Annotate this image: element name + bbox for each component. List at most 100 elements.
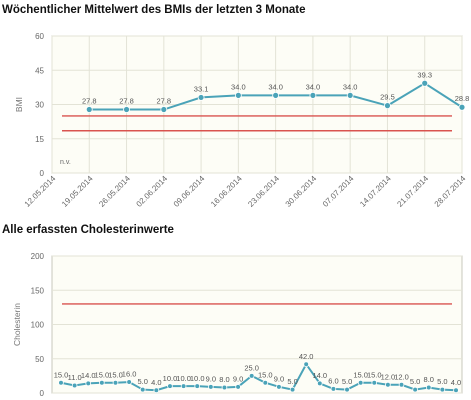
x-tick-label: 21.07.2014 (395, 174, 430, 209)
data-point (412, 386, 418, 393)
data-point (248, 373, 255, 379)
data-label: 34.0 (343, 82, 358, 91)
data-label: 27.8 (119, 97, 134, 106)
data-label: 27.8 (82, 97, 97, 106)
data-point (58, 379, 64, 386)
x-tick-label: 16.06.2014 (209, 174, 244, 209)
x-tick-label: 19.05.2014 (60, 174, 95, 209)
data-point (262, 379, 269, 386)
data-label: 8.0 (424, 375, 434, 384)
data-label: 25.0 (244, 363, 259, 372)
data-point (153, 387, 160, 394)
y-tick-label: 50 (35, 355, 44, 364)
data-point (194, 383, 201, 389)
data-point (85, 106, 93, 113)
x-tick-label: 23.06.2014 (246, 174, 281, 209)
data-label: 15.0 (367, 370, 382, 379)
data-label: 16.0 (122, 370, 137, 379)
data-point (85, 380, 92, 387)
data-label: 15.0 (108, 370, 123, 379)
y-tick-label: 45 (35, 66, 44, 75)
data-label: 34.0 (268, 82, 283, 91)
y-tick-label: 30 (35, 101, 44, 110)
data-point (99, 379, 105, 386)
bmi-chart: 0 15 30 45 60 BMI 27.8 27.8 27.8 33.1 34.0 34.0 34.0… (14, 32, 469, 209)
y-axis-label: BMI (14, 97, 24, 112)
data-point (221, 384, 228, 391)
data-point (167, 383, 173, 389)
data-label: 5.0 (437, 377, 447, 386)
data-label: 34.0 (306, 82, 321, 91)
data-label: 39.3 (417, 70, 432, 79)
data-label: 5.0 (410, 377, 420, 386)
data-label: 15.0 (95, 370, 110, 379)
data-label: 14.0 (312, 371, 327, 380)
data-label: 8.0 (219, 375, 229, 384)
data-point (234, 91, 242, 99)
x-tick-label: 30.06.2014 (284, 174, 319, 209)
y-axis-label: Cholesterin (12, 303, 22, 346)
data-point (289, 386, 296, 393)
y-tick-label: 0 (40, 389, 45, 398)
data-label: 10.0 (163, 374, 178, 383)
y-tick-label: 15 (35, 135, 44, 144)
y-tick-label: 0 (40, 169, 45, 178)
data-label: 9.0 (274, 374, 284, 383)
data-point (112, 379, 119, 386)
data-point (439, 386, 446, 393)
data-point (276, 384, 282, 390)
data-point (398, 381, 405, 388)
data-label: 34.0 (231, 82, 246, 91)
data-label: 27.8 (157, 97, 172, 106)
data-point (458, 103, 466, 111)
data-label: 11.0 (68, 373, 82, 382)
y-tick-label: 200 (31, 252, 45, 261)
data-point (208, 384, 214, 390)
data-label: 15.0 (258, 370, 273, 379)
data-label: 5.0 (287, 377, 297, 386)
data-label: 4.0 (451, 378, 461, 387)
data-label: 33.1 (194, 84, 209, 93)
data-label: 9.0 (206, 374, 216, 383)
data-point (303, 361, 309, 368)
data-point (421, 79, 429, 87)
data-label: 15.0 (54, 370, 69, 379)
data-point (330, 386, 337, 392)
data-label: 9.0 (233, 374, 243, 383)
data-point (346, 91, 354, 99)
x-tick-label: 09.06.2014 (172, 174, 207, 209)
data-label: 10.0 (190, 374, 205, 383)
x-tick-label: 26.05.2014 (97, 174, 132, 209)
data-label: 10.0 (176, 374, 191, 383)
y-tick-label: 150 (31, 286, 45, 295)
data-label: 12.0 (381, 372, 396, 381)
data-point (357, 379, 364, 386)
data-point (272, 91, 280, 99)
data-point (453, 387, 459, 394)
x-tick-label: 12.05.2014 (23, 174, 58, 209)
data-point (384, 102, 391, 110)
data-label: 5.0 (342, 377, 352, 386)
bmi-chart-title: Wöchentlicher Mittelwert des BMIs der le… (2, 4, 306, 16)
data-label: 12.0 (394, 372, 409, 381)
data-point (371, 379, 378, 386)
data-point (385, 381, 391, 388)
annotation-note: n.v. (60, 159, 71, 166)
data-point (123, 106, 130, 113)
data-point (160, 106, 168, 113)
x-tick-label: 28.07.2014 (433, 174, 468, 209)
data-label: 5.0 (138, 377, 148, 386)
y-tick-label: 100 (31, 321, 45, 330)
data-label: 4.0 (151, 378, 161, 387)
x-tick-label: 02.06.2014 (135, 174, 170, 209)
x-tick-label: 14.07.2014 (358, 174, 393, 209)
data-point (309, 91, 317, 99)
data-point (126, 379, 132, 385)
data-point (71, 382, 78, 389)
data-point (235, 384, 241, 390)
data-label: 14.0 (81, 371, 96, 380)
cholesterol-chart-title: Alle erfassten Cholesterinwerte (2, 224, 174, 236)
data-label: 29.5 (380, 93, 395, 102)
x-tick-label: 07.07.2014 (321, 174, 356, 209)
